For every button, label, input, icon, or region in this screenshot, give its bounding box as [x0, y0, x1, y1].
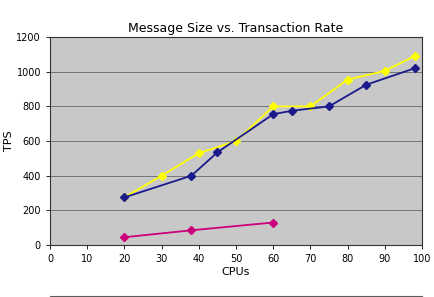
Title: Message Size vs. Transaction Rate: Message Size vs. Transaction Rate [128, 22, 343, 34]
Line: Return Value Only: Return Value Only [122, 53, 416, 200]
Legend: CHAR Data 481, CHAR Data 32k, Return Value Only: CHAR Data 481, CHAR Data 32k, Return Val… [49, 296, 422, 297]
CHAR Data 32k [188, 228, 194, 232]
Return Value Only [307, 105, 312, 108]
CHAR Data 481 [188, 174, 194, 178]
Return Value Only [411, 54, 416, 58]
CHAR Data 481 [326, 105, 331, 108]
Return Value Only [159, 174, 164, 178]
CHAR Data 481 [363, 83, 368, 86]
X-axis label: CPUs: CPUs [221, 267, 250, 277]
Line: CHAR Data 481: CHAR Data 481 [122, 66, 416, 200]
Return Value Only [122, 196, 127, 199]
CHAR Data 481 [214, 151, 220, 154]
Return Value Only [233, 139, 238, 143]
Return Value Only [344, 78, 349, 81]
Return Value Only [381, 69, 386, 73]
Return Value Only [270, 105, 275, 108]
Return Value Only [196, 151, 201, 155]
Line: CHAR Data 32k: CHAR Data 32k [122, 220, 275, 240]
CHAR Data 481 [270, 113, 275, 116]
CHAR Data 481 [289, 109, 294, 113]
CHAR Data 32k [122, 236, 127, 239]
CHAR Data 481 [122, 196, 127, 199]
Y-axis label: TPS: TPS [3, 131, 13, 151]
CHAR Data 32k [270, 221, 275, 224]
CHAR Data 481 [411, 67, 416, 70]
